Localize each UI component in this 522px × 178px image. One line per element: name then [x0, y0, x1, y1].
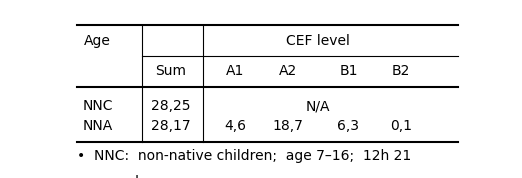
- Text: B1: B1: [339, 64, 358, 78]
- Text: Sum: Sum: [155, 64, 186, 78]
- Text: NNC: NNC: [82, 99, 113, 113]
- Text: 28,25: 28,25: [151, 99, 190, 113]
- Text: •  NNC:  non-native children;  age 7–16;  12h 21: • NNC: non-native children; age 7–16; 12…: [77, 149, 412, 163]
- Text: CEF level: CEF level: [286, 33, 350, 48]
- Text: 18,7: 18,7: [272, 119, 303, 133]
- Text: N/A: N/A: [306, 99, 330, 113]
- Text: 28,17: 28,17: [151, 119, 190, 133]
- Text: NNA: NNA: [82, 119, 113, 133]
- Text: Age: Age: [84, 33, 111, 48]
- Text: 6,3: 6,3: [337, 119, 360, 133]
- Text: speech;: speech;: [77, 175, 149, 178]
- Text: 4,6: 4,6: [224, 119, 246, 133]
- Text: 0,1: 0,1: [390, 119, 412, 133]
- Text: A1: A1: [226, 64, 244, 78]
- Text: A2: A2: [279, 64, 297, 78]
- Text: B2: B2: [392, 64, 410, 78]
